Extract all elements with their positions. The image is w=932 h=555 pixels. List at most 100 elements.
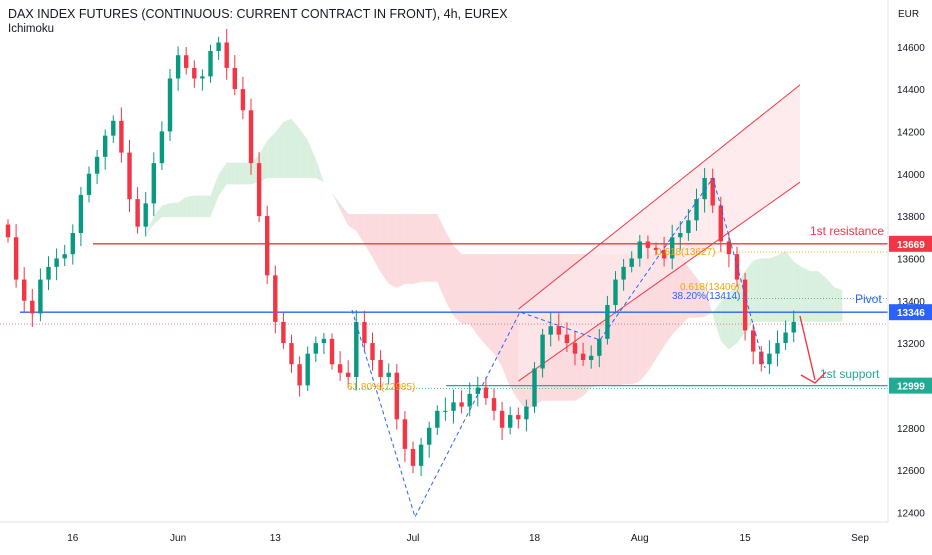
candle-body <box>564 334 570 344</box>
candle-body <box>248 110 254 164</box>
cloud-segment <box>121 254 130 274</box>
candle-body <box>289 343 294 365</box>
cloud-segment <box>380 213 389 284</box>
cloud-segment <box>834 286 843 322</box>
candle-body <box>645 241 651 248</box>
cloud-segment <box>696 277 705 318</box>
time-axis: 16 Jun 13 Jul 18 Aug 15 Sep <box>0 521 888 544</box>
cloud-segment <box>494 254 503 367</box>
cloud-segment <box>461 254 470 325</box>
cloud-segment <box>777 251 786 322</box>
candle-body <box>759 351 764 365</box>
candle-body <box>378 360 383 377</box>
candle-body <box>240 89 246 111</box>
candle-body <box>653 247 659 250</box>
candle-body <box>305 353 310 386</box>
candle-body <box>224 42 229 68</box>
candle-body <box>265 216 270 276</box>
price-axis-bg <box>888 0 932 550</box>
cloud-segment <box>340 203 349 226</box>
channel-lower-line <box>518 181 801 382</box>
candle-body <box>143 203 148 227</box>
candle-body <box>297 364 302 386</box>
candle-body <box>524 406 529 420</box>
candle-body <box>5 224 11 238</box>
price-axis: EUR1240012600128001300013200134001360013… <box>887 0 932 550</box>
cloud-segment <box>809 271 818 322</box>
cloud-segment <box>234 162 243 185</box>
cloud-segment <box>437 213 446 301</box>
candle-body <box>167 78 173 132</box>
cloud-segment <box>720 293 729 350</box>
candle-body <box>78 194 84 234</box>
candle-body <box>661 249 667 259</box>
cloud-segment <box>72 269 81 276</box>
candle-body <box>127 152 132 200</box>
candle-body <box>135 199 140 227</box>
cloud-segment <box>64 258 73 269</box>
time-tick-label: Jun <box>170 533 186 544</box>
price-tick-label: 13200 <box>897 339 925 350</box>
cloud-segment <box>186 195 195 218</box>
candle-body <box>467 393 472 407</box>
candle-body <box>46 266 51 280</box>
projection-arrow-shaft <box>799 315 816 381</box>
cloud-segment <box>396 213 405 289</box>
cloud-segment <box>680 254 689 327</box>
projection-arrow-head <box>800 371 827 384</box>
cloud-segment <box>510 254 519 401</box>
candle-body <box>30 300 35 314</box>
candle-body <box>386 372 391 377</box>
cloud-segment <box>502 254 511 388</box>
cloud-segment <box>672 254 681 335</box>
candle-body <box>94 156 100 174</box>
candle-body <box>103 135 108 157</box>
candle-body <box>22 279 27 301</box>
candle-body <box>726 241 732 255</box>
price-tick-label: 14000 <box>897 170 925 181</box>
candle-body <box>451 402 456 411</box>
candle-body <box>491 398 497 411</box>
price-level-badge <box>889 377 932 394</box>
cloud-segment <box>210 174 219 218</box>
candle-body <box>718 205 723 242</box>
candle-body <box>394 372 399 420</box>
candle-body <box>119 120 124 153</box>
candle-body <box>791 321 796 333</box>
cloud-segment <box>445 230 454 316</box>
candle-body <box>556 326 561 335</box>
candle-body <box>402 419 408 449</box>
candle-body <box>751 330 756 352</box>
candle-body <box>670 237 675 259</box>
candle-body <box>208 50 213 77</box>
price-tick-label: 14600 <box>897 43 925 54</box>
candle-body <box>329 338 335 365</box>
cloud-segment <box>267 132 276 178</box>
cloud-segment <box>404 213 413 284</box>
fib-label: 38.20%(13414) <box>672 291 740 302</box>
candle-body <box>589 355 594 361</box>
candle-body <box>742 279 748 331</box>
cloud-segment <box>388 213 397 289</box>
fib-label: 0.618(13406) <box>680 282 740 293</box>
candle-body <box>321 338 327 344</box>
cloud-segment <box>761 258 770 322</box>
currency-label: EUR <box>898 9 919 20</box>
time-tick-label: Aug <box>631 533 649 544</box>
cloud-segment <box>413 213 422 284</box>
candle-body <box>475 387 480 394</box>
cloud-segment <box>688 266 697 318</box>
chart-title: DAX INDEX FUTURES (CONTINUOUS: CURRENT C… <box>8 7 508 21</box>
cloud-segment <box>785 251 794 322</box>
candle-body <box>443 410 448 412</box>
candles <box>5 28 796 477</box>
candle-body <box>192 67 197 79</box>
ascending-channel <box>517 84 801 382</box>
indicator-label[interactable]: Ichimoku <box>8 23 55 35</box>
cloud-segment <box>170 202 179 218</box>
cloud-segment <box>356 213 365 245</box>
candle-body <box>200 76 205 79</box>
cloud-segment <box>372 213 381 273</box>
